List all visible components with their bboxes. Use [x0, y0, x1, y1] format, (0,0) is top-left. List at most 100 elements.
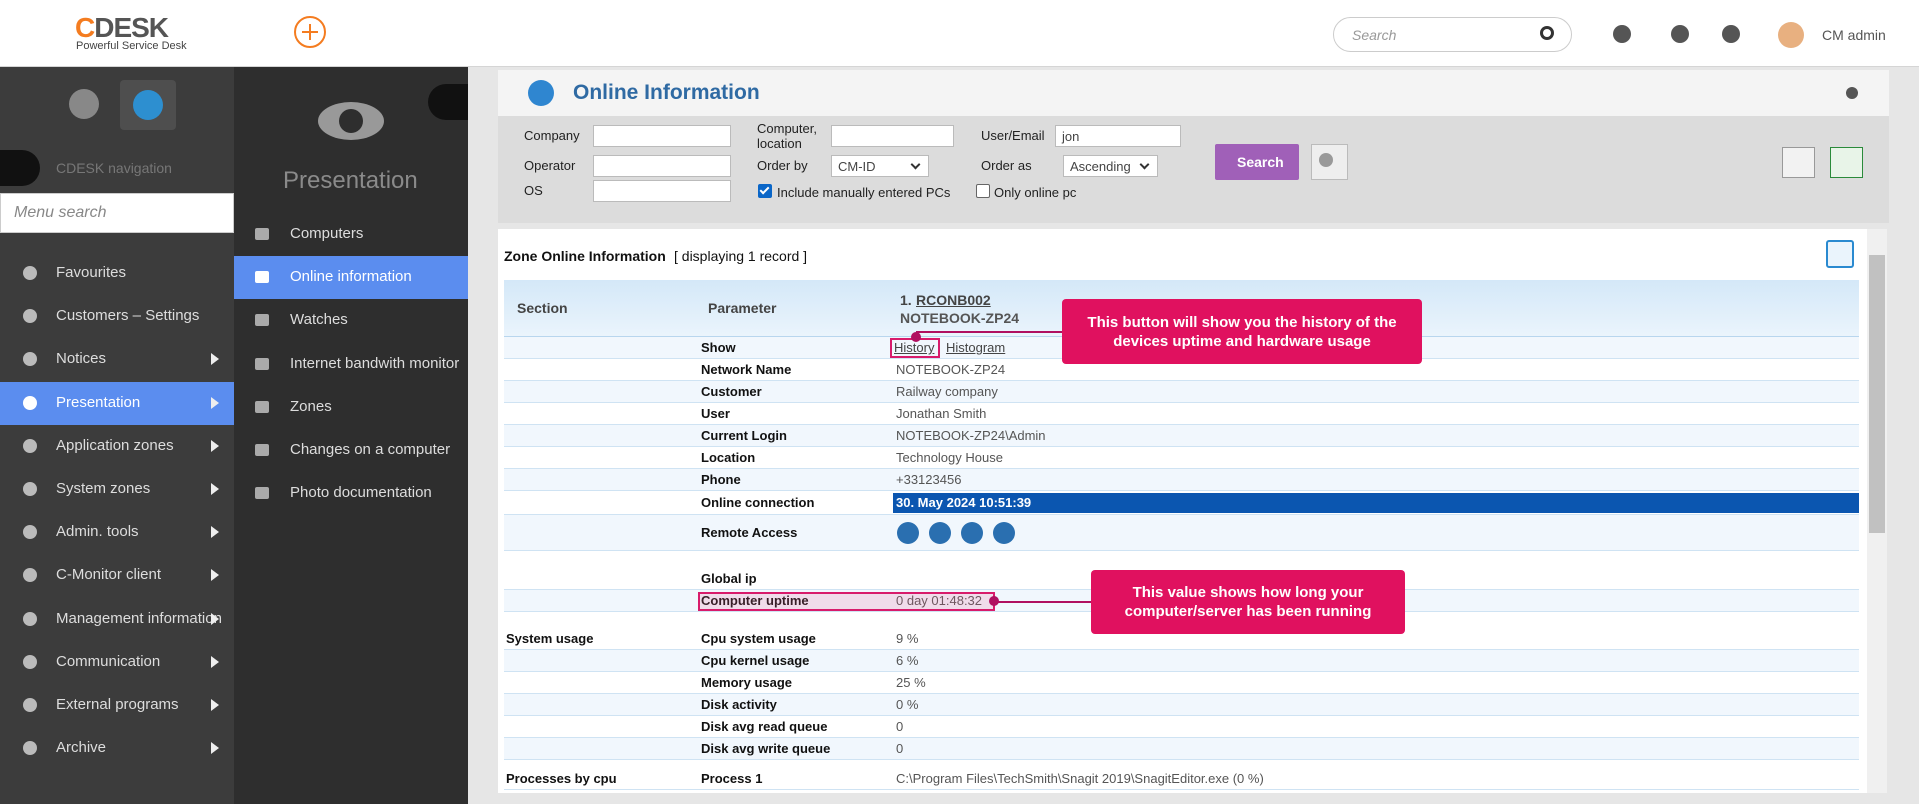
row-value: 0 % — [896, 697, 919, 712]
submenu-item[interactable]: Watches — [290, 311, 348, 329]
nav-item[interactable]: Admin. tools — [56, 523, 139, 541]
row-parameter: Network Name — [701, 362, 792, 377]
advanced-search-button[interactable] — [1311, 144, 1348, 180]
nav-item[interactable]: Notices — [56, 350, 107, 368]
remote-access-icon[interactable] — [929, 522, 951, 544]
nav-label: CDESK navigation — [56, 160, 172, 176]
submenu-item[interactable]: Computers — [290, 225, 364, 242]
row-link[interactable]: Histogram — [946, 340, 1006, 355]
submenu-item[interactable]: Internet bandwith monitor — [290, 354, 460, 372]
filter-input[interactable]: jon — [1055, 125, 1181, 147]
nav-item[interactable]: C-Monitor client — [56, 566, 162, 584]
record-info: [ displaying 1 record ] — [674, 248, 808, 264]
bell-icon[interactable] — [1722, 25, 1740, 43]
search-button[interactable]: Search — [1215, 144, 1299, 180]
nav-item[interactable]: Application zones — [56, 436, 174, 454]
plus-v — [309, 24, 311, 40]
row-parameter: Show — [701, 340, 736, 355]
advanced-search-icon — [1319, 153, 1333, 167]
row-value: +33123456 — [896, 472, 962, 487]
nav-item[interactable]: Communication — [56, 652, 161, 670]
row-parameter: Cpu system usage — [701, 631, 816, 646]
export-xlsx[interactable] — [1830, 147, 1863, 178]
nav-item[interactable]: Archive — [56, 739, 107, 757]
row-parameter: Customer — [701, 384, 762, 399]
callout-line — [994, 601, 1091, 603]
filter-label: Company — [524, 128, 580, 143]
device-id[interactable]: RCONB002 — [916, 292, 991, 308]
table-row — [504, 469, 1859, 491]
nav-item[interactable]: Presentation — [56, 393, 141, 411]
device-name: NOTEBOOK-ZP24 — [900, 310, 1020, 326]
row-parameter: User — [701, 406, 730, 421]
search-button-label: Search — [1237, 154, 1284, 170]
logo: CDESK — [75, 12, 169, 43]
announce-icon[interactable] — [1613, 25, 1631, 43]
nav-item[interactable]: System zones — [56, 480, 151, 497]
row-value: 6 % — [896, 653, 919, 668]
submenu-collapse[interactable] — [428, 84, 468, 120]
filter-value: jon — [1062, 129, 1080, 144]
plane-icon[interactable] — [1671, 25, 1689, 43]
module-c-icon — [69, 89, 99, 119]
nav-icon — [23, 698, 37, 712]
checkbox[interactable] — [976, 184, 990, 198]
table-row — [504, 672, 1859, 694]
module-c-active-icon — [133, 90, 163, 120]
export-xls[interactable] — [1782, 147, 1815, 178]
add-button[interactable] — [294, 16, 326, 48]
table-row — [504, 425, 1859, 447]
global-search[interactable] — [1333, 17, 1572, 52]
checkbox[interactable] — [758, 184, 772, 198]
table-row — [504, 694, 1859, 716]
row-link[interactable]: History — [894, 340, 935, 355]
help-icon[interactable] — [1814, 84, 1828, 102]
filter-input[interactable] — [593, 125, 731, 147]
menu-search[interactable] — [0, 193, 234, 233]
eye-pupil — [339, 109, 363, 133]
nav-collapse[interactable] — [0, 150, 40, 186]
submenu-item[interactable]: Photo documentation — [290, 484, 432, 502]
submenu-item[interactable]: Online information — [290, 268, 412, 286]
nav-arrow — [211, 353, 219, 366]
submenu-icon — [255, 400, 269, 413]
table: Section Parameter 1. RCONB002 NOTEBOOK-ZP24 S… — [504, 280, 1859, 793]
remote-access-icon[interactable] — [961, 522, 983, 544]
nav-icon — [23, 309, 37, 324]
search-placeholder: Search — [1352, 27, 1397, 43]
nav-item[interactable]: Customers – Settings — [56, 307, 200, 325]
table-row — [504, 628, 1859, 650]
submenu-icon — [255, 357, 269, 370]
row-value: Technology House — [896, 450, 1003, 465]
nav-icon — [23, 266, 37, 280]
callout-dot — [911, 332, 921, 342]
nav-item[interactable]: Management information — [56, 609, 222, 627]
row-section: Processes by cpu — [506, 771, 617, 786]
submenu-title: Presentation — [283, 167, 418, 194]
row-parameter: Disk avg read queue — [701, 719, 828, 734]
nav-item[interactable]: Favourites — [56, 264, 127, 281]
save-icon[interactable] — [1826, 240, 1854, 268]
filter-select[interactable]: CM-ID — [831, 155, 929, 177]
sidebar — [0, 67, 234, 804]
select-chevron — [910, 159, 921, 170]
user-name[interactable]: CM admin — [1822, 27, 1886, 43]
remote-access-icon[interactable] — [993, 522, 1015, 544]
filter-input[interactable] — [831, 125, 954, 147]
submenu — [234, 67, 468, 804]
filter-input[interactable] — [593, 180, 731, 202]
page-icon — [528, 80, 554, 106]
row-parameter: Phone — [701, 472, 741, 487]
filter-input[interactable] — [593, 155, 731, 177]
zoom-icon[interactable] — [1846, 87, 1858, 99]
row-value: Railway company — [896, 384, 998, 399]
row-value: NOTEBOOK-ZP24\Admin — [896, 428, 1046, 443]
filter-select[interactable]: Ascending — [1063, 155, 1158, 177]
callout-dot — [989, 596, 999, 606]
nav-active — [0, 381, 234, 425]
filter-label: Order by — [757, 158, 808, 173]
remote-access-icon[interactable] — [897, 522, 919, 544]
submenu-item[interactable]: Changes on a computer — [290, 441, 451, 458]
nav-item[interactable]: External programs — [56, 696, 179, 713]
submenu-item[interactable]: Zones — [290, 397, 332, 415]
